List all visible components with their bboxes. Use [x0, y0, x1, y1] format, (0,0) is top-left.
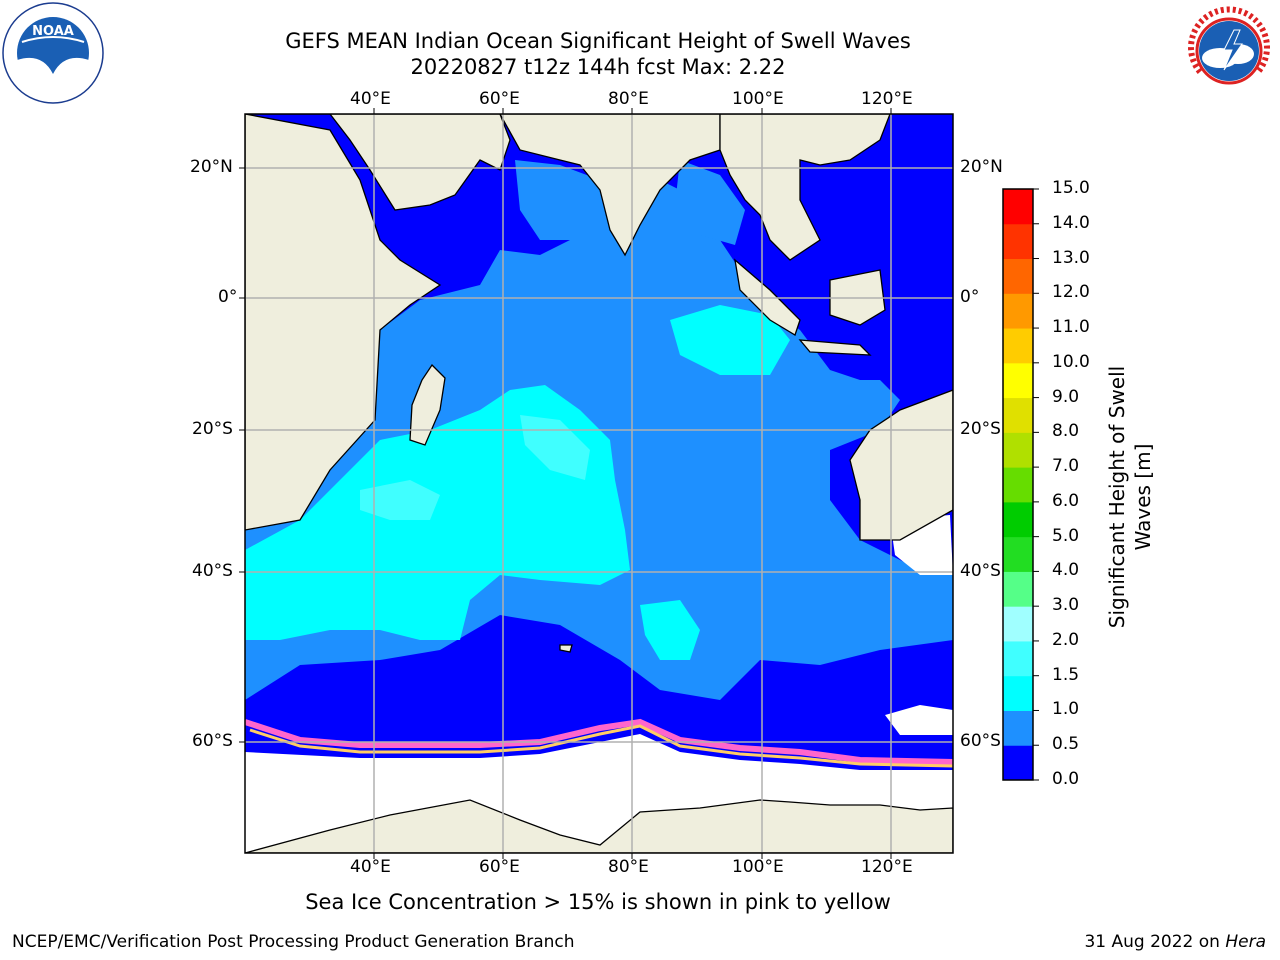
land-java	[798, 339, 872, 356]
lat-label-left-60s: 60°S	[192, 731, 233, 751]
lon-label-bottom-80e: 80°E	[608, 857, 649, 877]
land-antarctica	[245, 799, 953, 853]
footer-date: 31 Aug 2022 on Hera	[1084, 932, 1266, 952]
chart-subtitle: 20220827 t12z 144h fcst Max: 2.22	[410, 55, 786, 79]
colorbar-segment	[1003, 189, 1033, 225]
lon-label-bottom-100e: 100°E	[732, 857, 784, 877]
land-kerguelen	[559, 644, 573, 653]
colorbar-tick-label: 9.0	[1052, 386, 1080, 407]
colorbar-segment	[1003, 467, 1033, 503]
sea-ice-edge	[245, 718, 953, 765]
lon-label-bottom-60e: 60°E	[479, 857, 520, 877]
colorbar	[1002, 188, 1039, 781]
swell-band-1-1.5m-patch	[640, 600, 700, 660]
lat-label-left-40s: 40°S	[192, 561, 233, 581]
colorbar-frame	[1002, 188, 1034, 781]
colorbar-segment	[1003, 501, 1033, 538]
frame-ticks	[239, 108, 892, 859]
colorbar-tick-label: 11.0	[1052, 317, 1090, 338]
lon-label-top-80e: 80°E	[608, 89, 649, 109]
lon-label-bottom-120e: 120°E	[861, 857, 913, 877]
colorbar-segment	[1003, 536, 1033, 572]
land-africa	[245, 114, 511, 531]
colorbar-tick-label: 4.0	[1052, 560, 1080, 581]
land-madagascar	[409, 363, 446, 446]
colorbar-segment	[1003, 640, 1033, 677]
colorbar-segment	[1003, 328, 1033, 364]
colorbar-segment	[1003, 571, 1033, 607]
land-australia	[849, 389, 953, 541]
swell-band-1.5-2m	[520, 415, 590, 480]
ice-patch-se	[885, 705, 953, 735]
colorbar-segment	[1003, 432, 1033, 468]
lat-label-right-20s: 20°S	[960, 419, 1001, 439]
colorbar-label: Significant Height of Swell Waves [m]	[1104, 307, 1156, 687]
colorbar-segment	[1003, 675, 1033, 711]
colorbar-tick-label: 6.0	[1052, 490, 1080, 511]
lat-label-right-20n: 20°N	[960, 157, 1003, 177]
footer-date-text: 31 Aug 2022 on	[1084, 932, 1226, 952]
colorbar-tick-label: 8.0	[1052, 421, 1080, 442]
noaa-logo: NOAA	[2, 2, 104, 104]
colorbar-tick-label: 0.5	[1052, 734, 1080, 755]
map-frame	[244, 113, 954, 854]
colorbar-tick-label: 1.0	[1052, 699, 1080, 720]
graticule	[245, 114, 953, 853]
colorbar-tick-label: 15.0	[1052, 178, 1090, 198]
lat-label-right-60s: 60°S	[960, 731, 1001, 751]
land	[245, 114, 953, 853]
colorbar-label-text: Significant Height of Swell Waves [m]	[1105, 365, 1155, 629]
colorbar-tick-label: 3.0	[1052, 595, 1080, 616]
nws-logo	[1180, 2, 1278, 100]
map-field	[245, 114, 953, 853]
swell-band-0.5-1m-north	[515, 160, 610, 240]
lat-label-left-0: 0°	[218, 287, 238, 307]
colorbar-tick-label: 0.0	[1052, 769, 1080, 789]
colorbar-tick-label: 1.5	[1052, 664, 1080, 685]
sea-ice-edge-yellow	[249, 724, 953, 768]
colorbar-segment	[1003, 710, 1033, 746]
swell-band-0.5-1m-bay	[675, 160, 745, 245]
colorbar-tick-label: 12.0	[1052, 282, 1090, 303]
colorbar-tick-label: 13.0	[1052, 247, 1090, 268]
noaa-logo-text: NOAA	[32, 24, 74, 39]
lon-label-top-40e: 40°E	[350, 89, 391, 109]
swell-band-1-1.5m-east	[670, 305, 790, 375]
colorbar-segment	[1003, 362, 1033, 399]
colorbar-tick-label: 7.0	[1052, 456, 1080, 477]
colorbar-segment	[1003, 223, 1033, 260]
colorbar-segment	[1003, 293, 1033, 329]
lon-label-top-120e: 120°E	[861, 89, 913, 109]
lat-label-left-20n: 20°N	[190, 157, 233, 177]
colorbar-tick-label: 2.0	[1052, 629, 1080, 650]
lat-label-right-40s: 40°S	[960, 561, 1001, 581]
colorbar-tick-label: 14.0	[1052, 212, 1090, 233]
colorbar-segment	[1003, 258, 1033, 294]
lon-label-top-60e: 60°E	[479, 89, 520, 109]
footer-credit: NCEP/EMC/Verification Post Processing Pr…	[12, 932, 575, 952]
colorbar-tick-label: 10.0	[1052, 351, 1090, 372]
lat-label-left-20s: 20°S	[192, 419, 233, 439]
colorbar-segment	[1003, 397, 1033, 433]
sea-ice-note: Sea Ice Concentration > 15% is shown in …	[305, 890, 891, 914]
colorbar-tick-label: 5.0	[1052, 525, 1080, 546]
swell-band-1.5-2m-b	[360, 480, 440, 520]
footer-host: Hera	[1225, 932, 1266, 952]
lat-label-right-0: 0°	[960, 287, 980, 307]
colorbar-segment	[1003, 745, 1033, 781]
chart-title: GEFS MEAN Indian Ocean Significant Heigh…	[285, 29, 911, 53]
colorbar-segment	[1003, 606, 1033, 642]
lon-label-top-100e: 100°E	[732, 89, 784, 109]
lon-label-bottom-40e: 40°E	[350, 857, 391, 877]
